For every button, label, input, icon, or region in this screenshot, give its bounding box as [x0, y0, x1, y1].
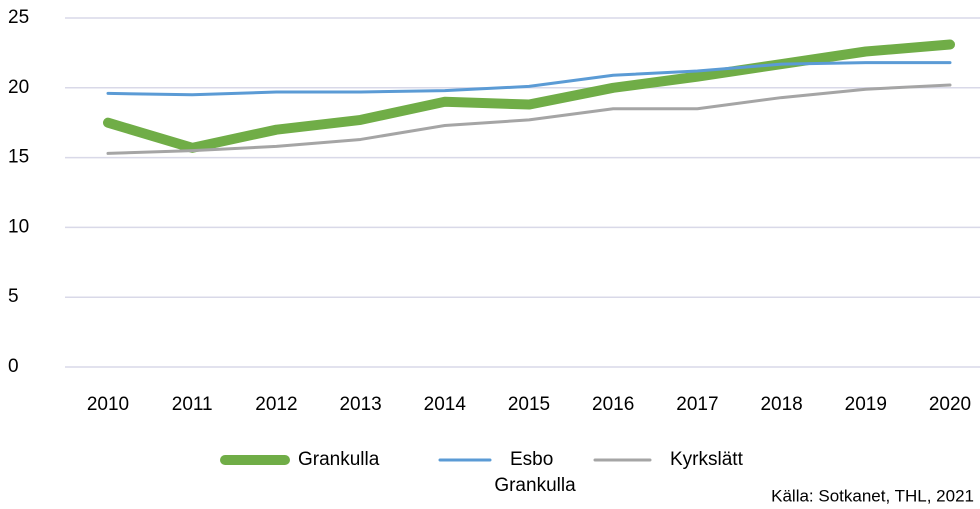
x-tick-label: 2017	[676, 394, 718, 415]
x-tick-label: 2016	[592, 394, 634, 415]
legend-label: Grankulla	[298, 449, 380, 470]
y-tick-label: 20	[8, 77, 29, 98]
x-tick-label: 2020	[929, 394, 971, 415]
x-tick-label: 2019	[845, 394, 887, 415]
x-tick-label: 2011	[172, 394, 213, 415]
legend-label: Kyrkslätt	[670, 449, 744, 470]
x-tick-label: 2015	[508, 394, 550, 415]
series-line	[103, 39, 955, 153]
annotation: Grankulla	[494, 475, 576, 496]
x-tick-label: 2014	[424, 394, 467, 415]
series-line	[106, 61, 952, 97]
x-tick-label: 2013	[339, 394, 381, 415]
x-tick-label: 2010	[87, 394, 129, 415]
series-line	[106, 83, 952, 155]
legend-label: Esbo	[510, 449, 553, 470]
source-note: Källa: Sotkanet, THL, 2021	[771, 486, 974, 505]
y-tick-label: 15	[8, 147, 29, 168]
x-tick-label: 2018	[760, 394, 802, 415]
x-tick-label: 2012	[255, 394, 297, 415]
y-tick-label: 0	[8, 356, 19, 377]
y-tick-label: 10	[8, 216, 29, 237]
y-tick-label: 25	[8, 7, 29, 28]
y-tick-label: 5	[8, 286, 19, 307]
